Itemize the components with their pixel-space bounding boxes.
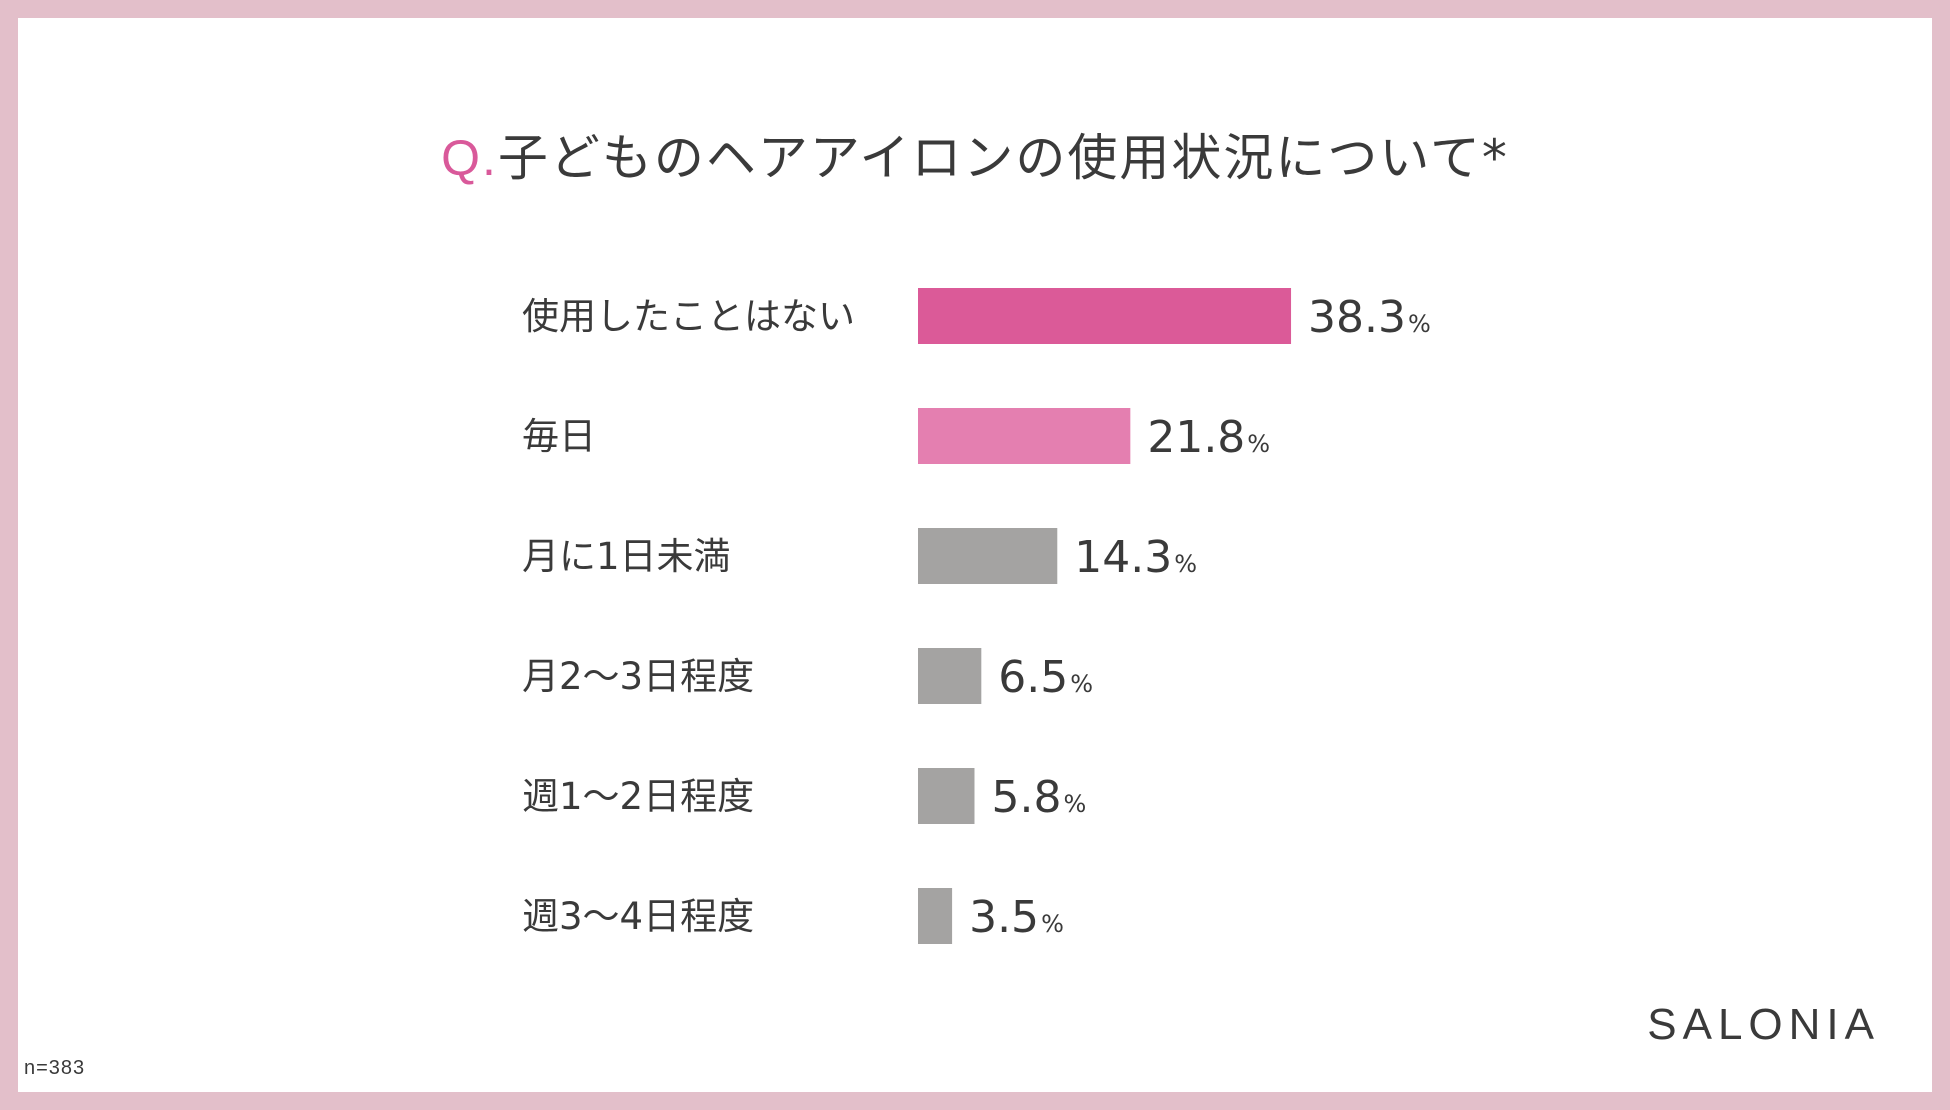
percent-sign: % bbox=[1247, 430, 1270, 458]
category-label: 月に1日未満 bbox=[522, 535, 731, 578]
category-label: 週3〜4日程度 bbox=[522, 895, 754, 938]
title-prefix: Q. bbox=[441, 130, 498, 186]
category-label: 週1〜2日程度 bbox=[522, 775, 754, 818]
data-label: 21.8% bbox=[1147, 412, 1270, 463]
percent-sign: % bbox=[1174, 550, 1197, 578]
percent-sign: % bbox=[1070, 670, 1093, 698]
bar bbox=[918, 648, 982, 704]
brand-logo: SALONIA bbox=[1647, 1000, 1880, 1049]
bar bbox=[918, 528, 1058, 584]
bar bbox=[918, 888, 953, 944]
data-label: 38.3% bbox=[1308, 292, 1431, 343]
data-label: 6.5% bbox=[998, 652, 1093, 703]
data-label: 5.8% bbox=[991, 772, 1086, 823]
category-label: 月2〜3日程度 bbox=[522, 655, 754, 698]
bar bbox=[918, 768, 975, 824]
bar bbox=[918, 408, 1131, 464]
data-label: 3.5% bbox=[969, 892, 1064, 943]
data-label: 14.3% bbox=[1074, 532, 1197, 583]
bar bbox=[918, 288, 1292, 344]
sample-size: n=383 bbox=[24, 1057, 86, 1079]
percent-sign: % bbox=[1063, 790, 1086, 818]
percent-sign: % bbox=[1408, 310, 1431, 338]
percent-sign: % bbox=[1041, 910, 1064, 938]
category-label: 毎日 bbox=[522, 415, 596, 458]
chart-title: Q.子どものヘアアイロンの使用状況について* bbox=[0, 118, 1950, 190]
category-label: 使用したことはない bbox=[522, 295, 855, 338]
title-text: 子どものヘアアイロンの使用状況について* bbox=[497, 129, 1509, 187]
